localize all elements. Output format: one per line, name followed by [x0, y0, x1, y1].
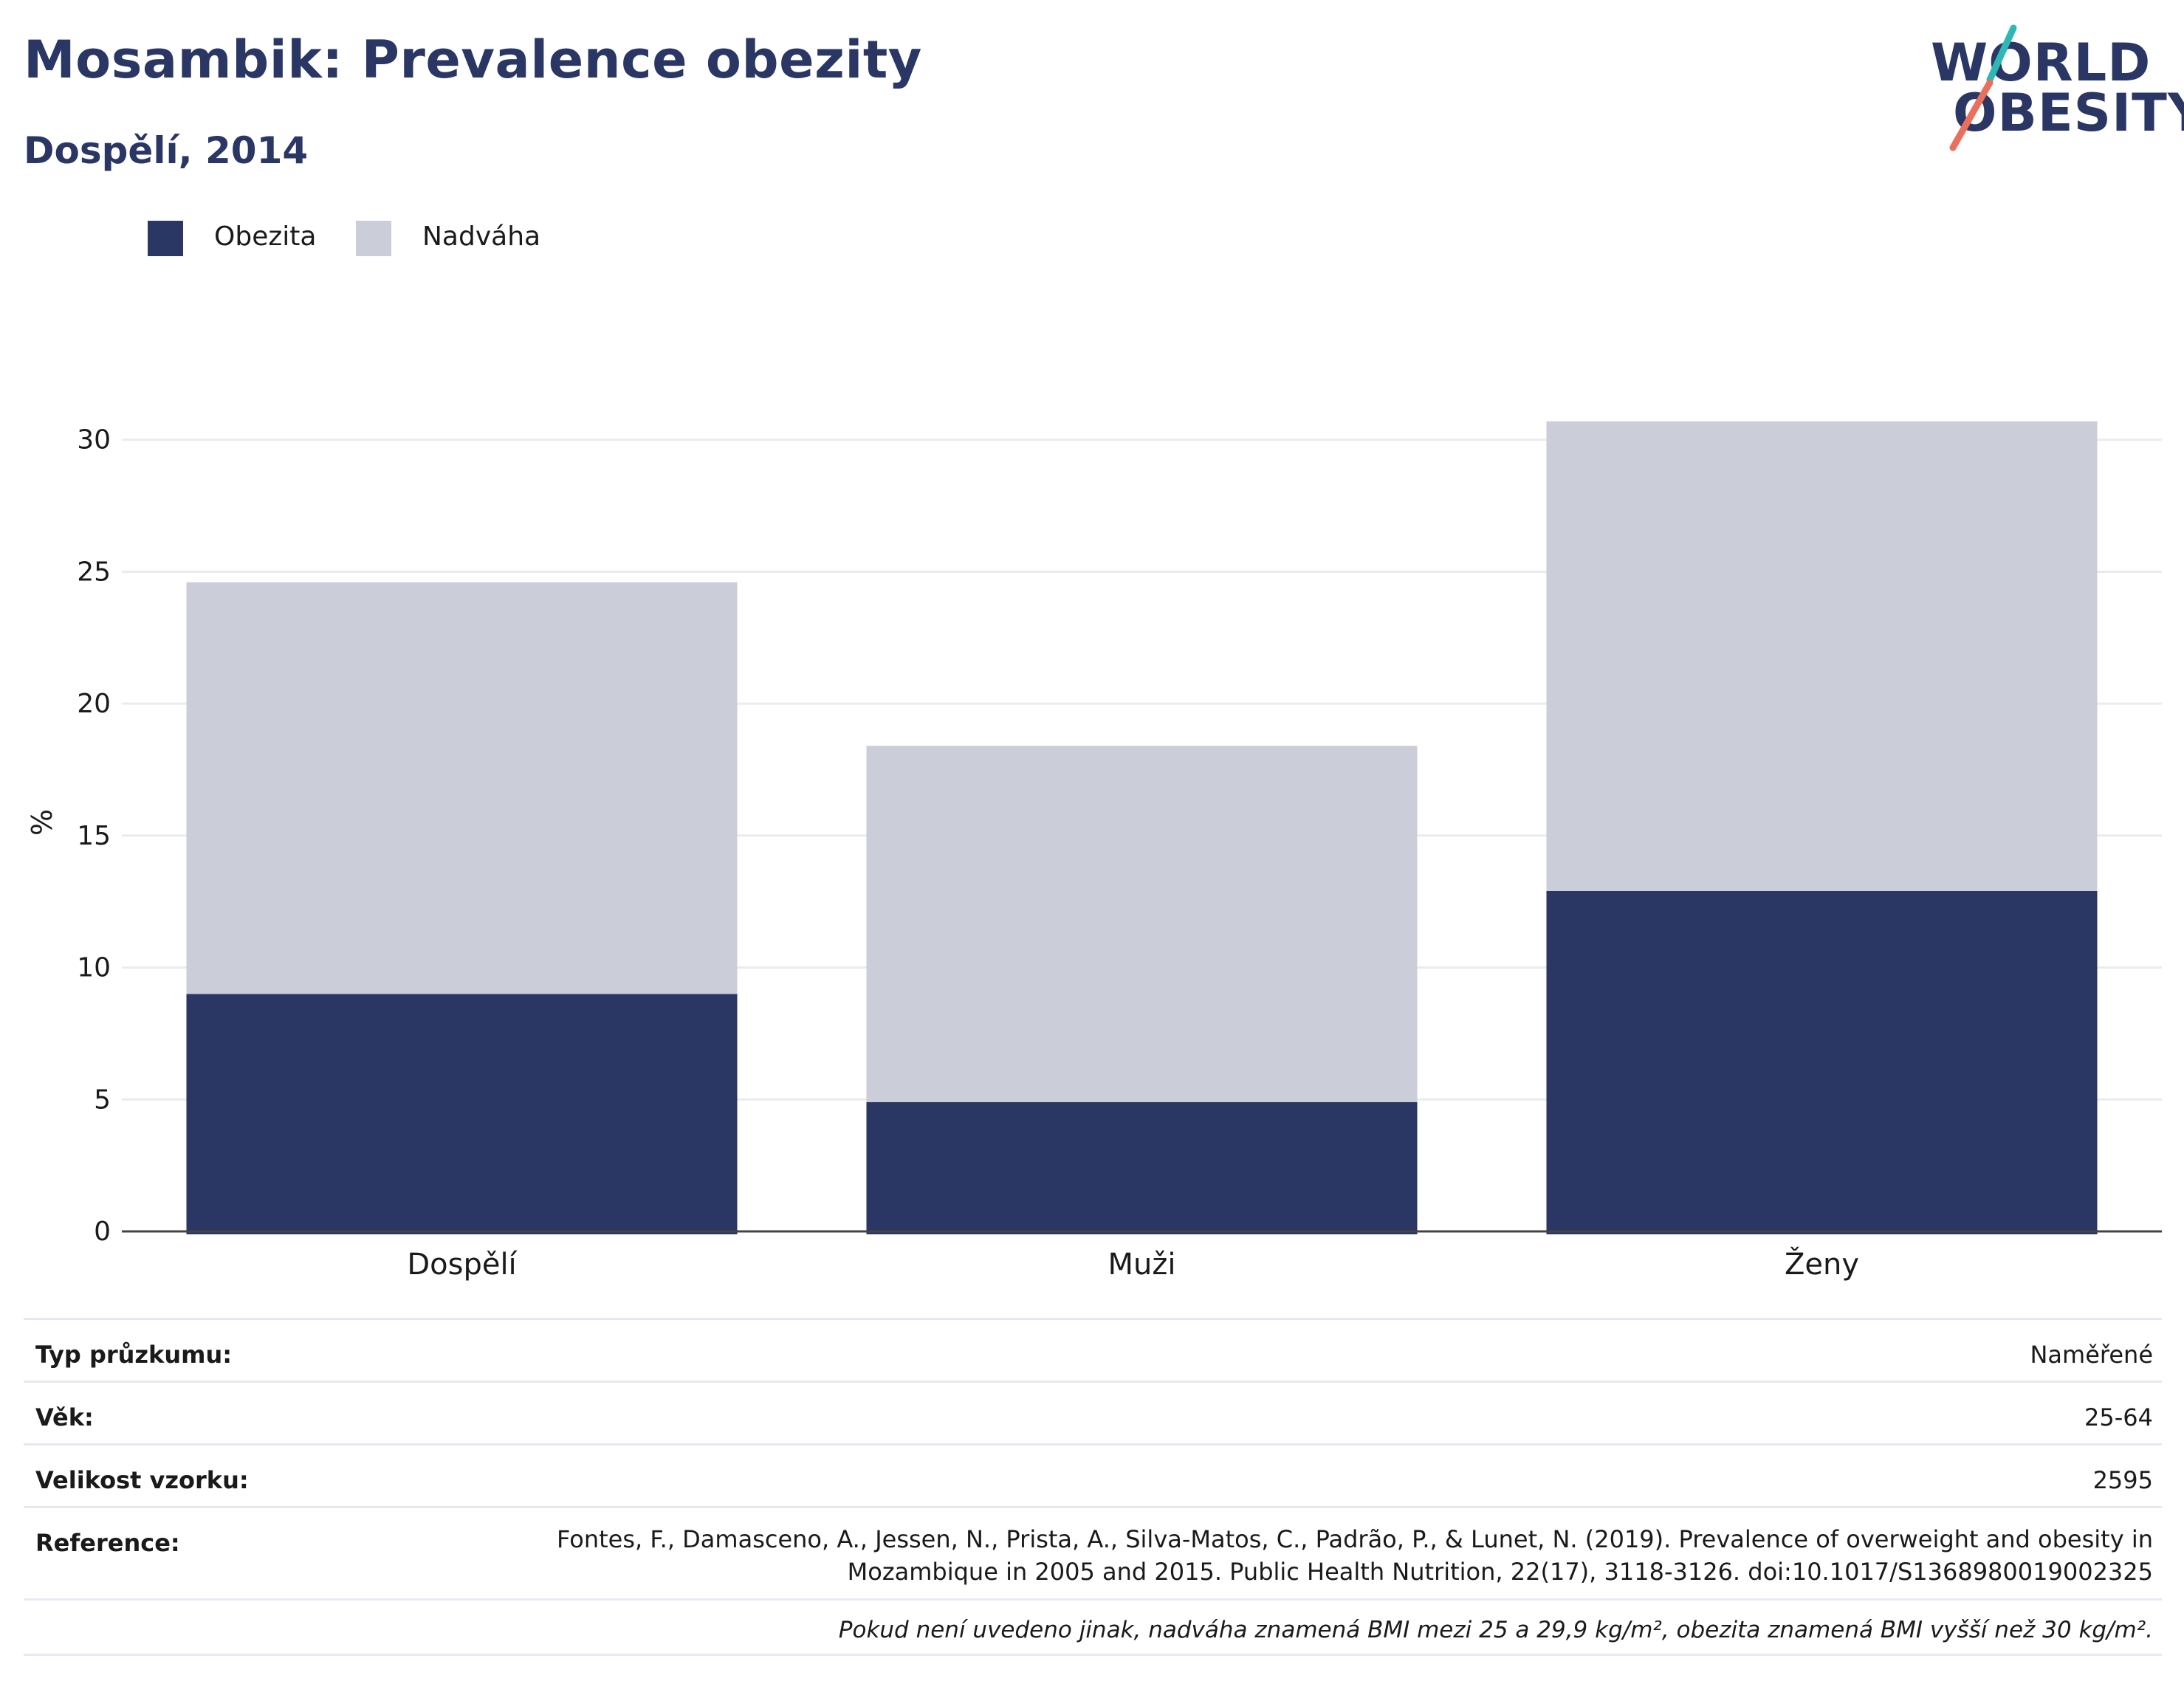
legend-swatch-obesity: [148, 221, 183, 256]
info-value: 25-64: [2084, 1403, 2153, 1431]
y-tick-label: 20: [77, 689, 111, 719]
reference-line: Fontes, F., Damasceno, A., Jessen, N., P…: [557, 1525, 2153, 1553]
y-tick-label: 15: [77, 821, 111, 851]
x-tick-label: Ženy: [1785, 1246, 1859, 1282]
logo-line-1: WORLD: [1931, 32, 2152, 93]
stacked-bar-chart: 0 5 10 15 20 25 30% Dospělí Muži Ženy: [26, 421, 2162, 1282]
footnote: Pokud není uvedeno jinak, nadváha znamen…: [838, 1617, 2153, 1643]
info-label: Velikost vzorku:: [35, 1466, 249, 1494]
bar-obesity: [186, 994, 738, 1234]
bar-overweight: [866, 746, 1418, 1102]
info-label: Typ průzkumu:: [35, 1341, 233, 1369]
y-tick-label: 0: [94, 1217, 111, 1247]
info-label: Věk:: [35, 1403, 94, 1431]
bottom-divider: [24, 1654, 2162, 1656]
world-obesity-logo: WORLD OBESITY: [1931, 22, 2184, 155]
info-value: 2595: [2092, 1466, 2153, 1494]
info-table: Typ průzkumu: Naměřené Věk: 25-64 Velikost v…: [24, 1318, 2162, 1601]
chart-title: Mosambik: Prevalence obezity: [24, 30, 922, 90]
legend-label-obesity: Obezita: [214, 221, 317, 252]
y-tick-label: 10: [77, 953, 111, 983]
bar-obesity: [1546, 890, 2098, 1234]
bar-overweight: [1546, 421, 2098, 891]
info-label: Reference:: [35, 1529, 180, 1557]
y-axis-label: %: [26, 809, 58, 836]
info-row: Typ průzkumu: Naměřené: [24, 1318, 2162, 1381]
legend-label-overweight: Nadváha: [422, 221, 541, 252]
bar-overweight: [186, 582, 738, 994]
y-tick-label: 30: [77, 425, 111, 455]
bar-obesity: [866, 1101, 1418, 1234]
info-value: Fontes, F., Damasceno, A., Jessen, N., P…: [557, 1523, 2153, 1588]
y-tick-label: 25: [77, 557, 111, 587]
info-value: Naměřené: [2030, 1341, 2153, 1369]
info-row: Věk: 25-64: [24, 1381, 2162, 1443]
info-divider: [24, 1598, 2162, 1601]
logo-slash-icon: [1949, 24, 2017, 151]
y-tick-label: 5: [94, 1084, 111, 1115]
chart-subtitle: Dospělí, 2014: [24, 129, 309, 172]
info-row: Reference: Fontes, F., Damasceno, A., Jes…: [24, 1506, 2162, 1598]
logo-line-2: OBESITY: [1953, 83, 2184, 143]
x-tick-label: Muži: [1108, 1248, 1176, 1282]
legend-swatch-overweight: [356, 221, 391, 256]
reference-line: Mozambique in 2005 and 2015. Public Heal…: [847, 1558, 2153, 1586]
info-row: Velikost vzorku: 2595: [24, 1443, 2162, 1506]
x-tick-label: Dospělí: [407, 1248, 518, 1282]
